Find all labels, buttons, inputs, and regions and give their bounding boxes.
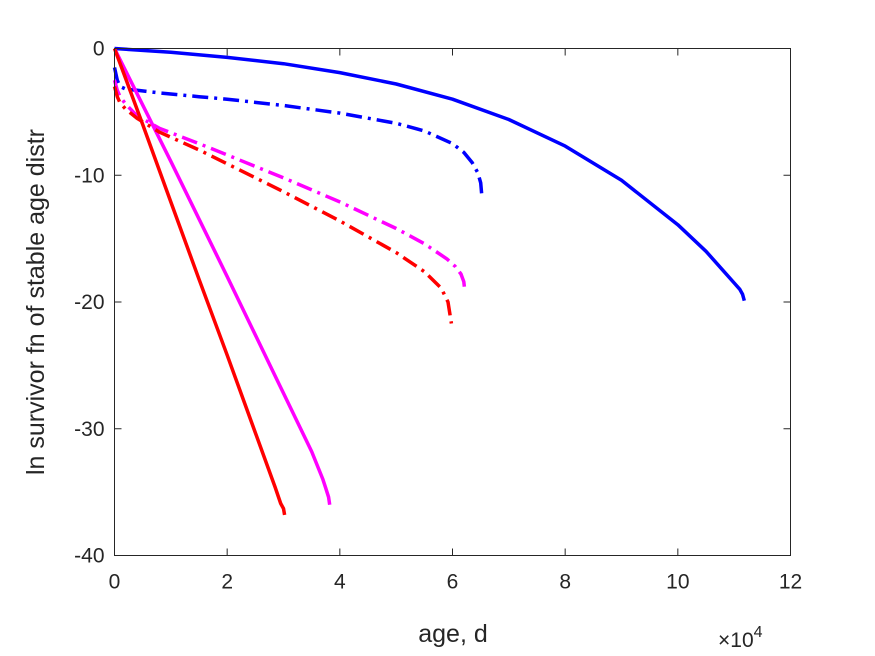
y-tick-label: -30 (74, 418, 104, 441)
x-tick-label: 6 (447, 571, 459, 594)
series-line-3 (112, 47, 332, 506)
y-ticks: 0 -10 -20 -30 -40 (74, 38, 791, 568)
x-tick-label: 2 (221, 571, 233, 594)
series-line-5 (112, 47, 287, 516)
x-exponent-power: 4 (754, 624, 763, 641)
x-tick-label: 8 (559, 571, 571, 594)
axes (114, 48, 791, 556)
x-axis-exponent: ×104 (718, 624, 763, 652)
series-line-2 (112, 67, 484, 196)
x-axis-label: age, d (418, 620, 488, 648)
x-tick-label: 12 (779, 571, 802, 594)
y-tick-label: -40 (74, 545, 104, 568)
y-tick-label: -10 (74, 164, 104, 187)
series-layer (112, 46, 746, 516)
x-tick-label: 4 (334, 571, 346, 594)
series-line-4 (112, 79, 467, 293)
y-tick-label: 0 (93, 38, 105, 61)
axes-box (114, 48, 791, 556)
x-tick-label: 10 (666, 571, 689, 594)
x-ticks: 0 2 4 6 8 10 12 (109, 48, 802, 594)
series-line-1 (114, 46, 746, 302)
x-tick-label: 0 (109, 571, 121, 594)
y-tick-label: -20 (74, 291, 104, 314)
y-axis-label: ln survivor fn of stable age distr (22, 129, 50, 475)
x-exponent-base: ×10 (718, 629, 754, 652)
series-line-6 (112, 86, 454, 324)
